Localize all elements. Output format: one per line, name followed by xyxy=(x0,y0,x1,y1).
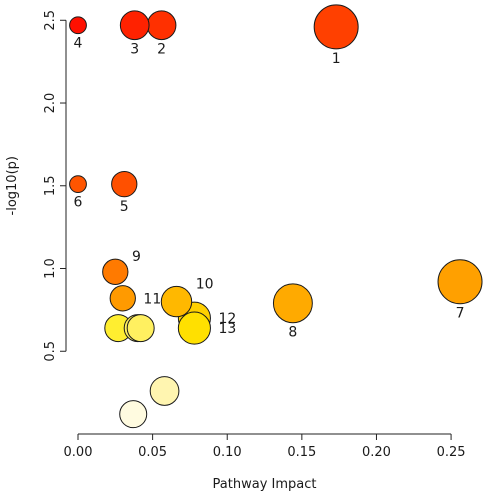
point-label: 7 xyxy=(456,306,465,322)
bubbles xyxy=(69,4,483,429)
point-label: 3 xyxy=(130,42,139,58)
point-label: 5 xyxy=(120,199,129,215)
bubble-point xyxy=(102,258,129,285)
bubble-point xyxy=(146,10,177,41)
y-tick-label: 2.5 xyxy=(43,10,58,31)
point-label: 13 xyxy=(218,321,236,337)
bubble-point xyxy=(109,285,136,312)
point-label: 9 xyxy=(132,249,141,265)
point-label: 6 xyxy=(74,195,83,211)
bubble-point xyxy=(272,283,313,324)
point-label: 10 xyxy=(196,276,214,292)
point-label: 4 xyxy=(74,36,83,52)
bubble-point xyxy=(119,10,150,41)
point-label: 2 xyxy=(157,42,166,58)
x-ticks: 0.00 0.05 0.10 0.15 0.20 0.25 xyxy=(64,434,466,460)
point-label: 12 xyxy=(218,311,236,327)
x-axis-title: Pathway Impact xyxy=(213,477,317,492)
y-tick-label: 0.5 xyxy=(43,341,58,362)
y-axis-title: -log10(p) xyxy=(5,156,20,215)
x-tick-label: 0.20 xyxy=(362,445,391,460)
x-tick-label: 0.10 xyxy=(213,445,242,460)
axes xyxy=(65,20,452,435)
x-tick-label: 0.25 xyxy=(437,445,466,460)
bubble-point xyxy=(69,175,87,194)
bubble-point xyxy=(437,259,483,305)
bubble-point xyxy=(111,170,138,198)
point-label: 8 xyxy=(288,325,297,341)
x-tick-label: 0.05 xyxy=(138,445,167,460)
y-ticks: 0.5 1.0 1.5 2.0 2.5 xyxy=(43,10,66,362)
y-tick-label: 1.5 xyxy=(43,175,58,196)
point-label: 1 xyxy=(332,51,341,67)
bubble-point xyxy=(160,285,193,318)
bubble-point xyxy=(313,4,359,50)
bubble-point xyxy=(119,400,148,429)
bubble-point xyxy=(149,376,180,406)
x-tick-label: 0.00 xyxy=(64,445,93,460)
x-tick-label: 0.15 xyxy=(287,445,316,460)
y-tick-label: 1.0 xyxy=(43,258,58,279)
bubble-point xyxy=(69,16,87,35)
point-label: 11 xyxy=(143,291,161,307)
bubble-point xyxy=(177,311,211,345)
bubble-point xyxy=(126,314,155,343)
y-tick-label: 2.0 xyxy=(43,93,58,114)
